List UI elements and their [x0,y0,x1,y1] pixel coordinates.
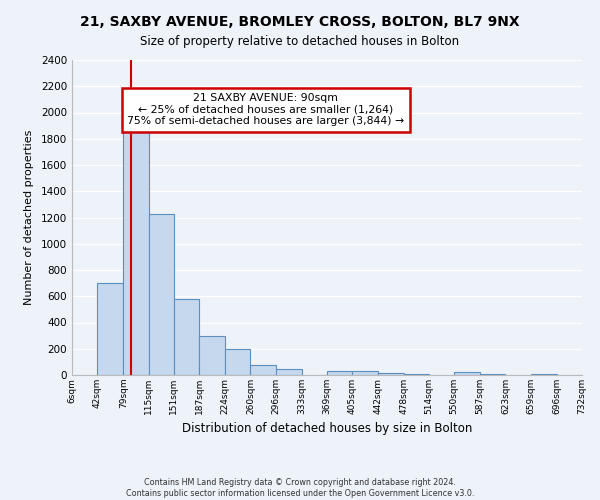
X-axis label: Distribution of detached houses by size in Bolton: Distribution of detached houses by size … [182,422,472,436]
Bar [531,374,557,375]
Bar [480,374,505,375]
Text: Contains HM Land Registry data © Crown copyright and database right 2024.
Contai: Contains HM Land Registry data © Crown c… [126,478,474,498]
Bar [174,299,199,375]
Bar [250,364,276,375]
Text: 21 SAXBY AVENUE: 90sqm
← 25% of detached houses are smaller (1,264)
75% of semi-: 21 SAXBY AVENUE: 90sqm ← 25% of detached… [127,93,404,126]
Bar [149,214,174,375]
Bar [378,373,404,375]
Bar [199,336,225,375]
Bar [352,371,378,375]
Bar [97,283,123,375]
Bar [404,374,429,375]
Bar [123,119,149,375]
Text: Size of property relative to detached houses in Bolton: Size of property relative to detached ho… [140,35,460,48]
Bar [327,371,352,375]
Bar [276,369,302,375]
Bar [454,372,480,375]
Y-axis label: Number of detached properties: Number of detached properties [24,130,34,305]
Text: 21, SAXBY AVENUE, BROMLEY CROSS, BOLTON, BL7 9NX: 21, SAXBY AVENUE, BROMLEY CROSS, BOLTON,… [80,15,520,29]
Bar [225,349,250,375]
